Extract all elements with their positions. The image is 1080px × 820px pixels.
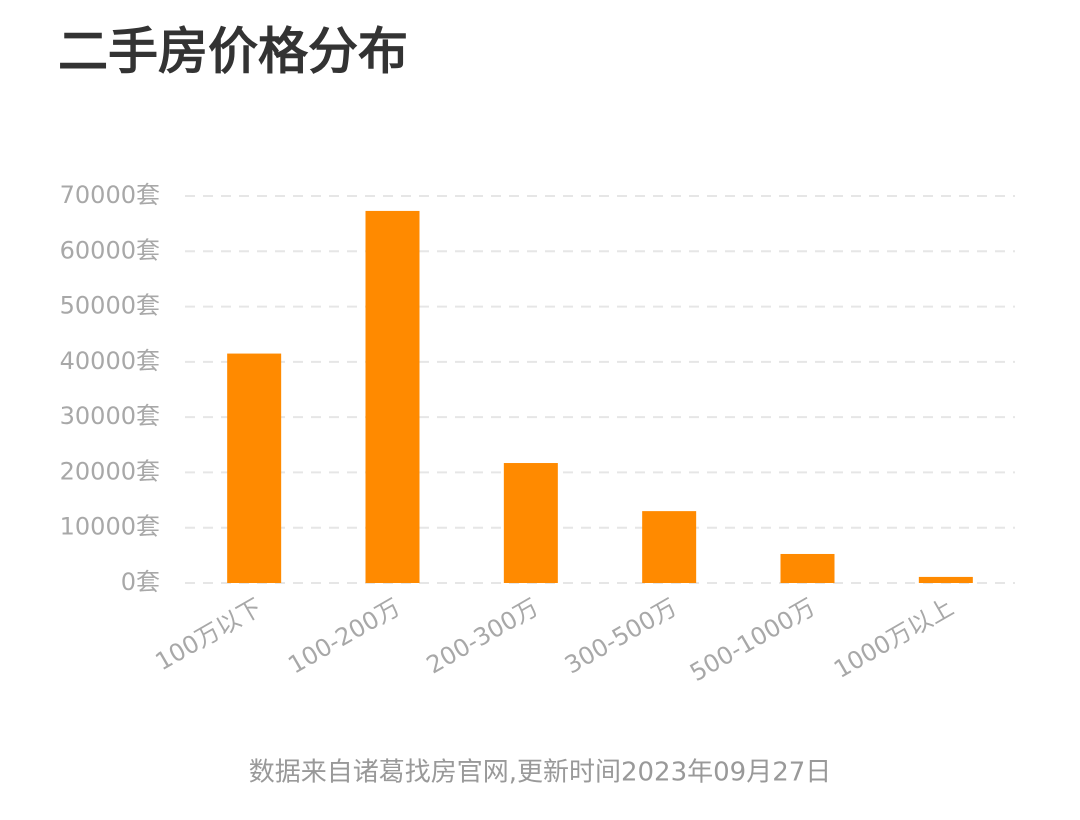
bar (503, 463, 558, 583)
bar (227, 353, 282, 583)
y-tick-label: 50000套 (60, 292, 160, 320)
y-tick-label: 0套 (121, 568, 160, 596)
y-tick-label: 70000套 (60, 181, 160, 209)
y-tick-label: 20000套 (60, 457, 160, 485)
y-tick-label: 40000套 (60, 347, 160, 375)
chart-title: 二手房价格分布 (58, 23, 408, 81)
bar (780, 553, 835, 583)
source-note: 数据来自诸葛找房官网,更新时间2023年09月27日 (249, 758, 832, 788)
bar (918, 576, 973, 583)
y-tick-label: 60000套 (60, 236, 160, 264)
y-tick-label: 10000套 (60, 513, 160, 541)
bar (365, 210, 420, 584)
y-tick-label: 30000套 (60, 402, 160, 430)
bar (642, 511, 697, 583)
